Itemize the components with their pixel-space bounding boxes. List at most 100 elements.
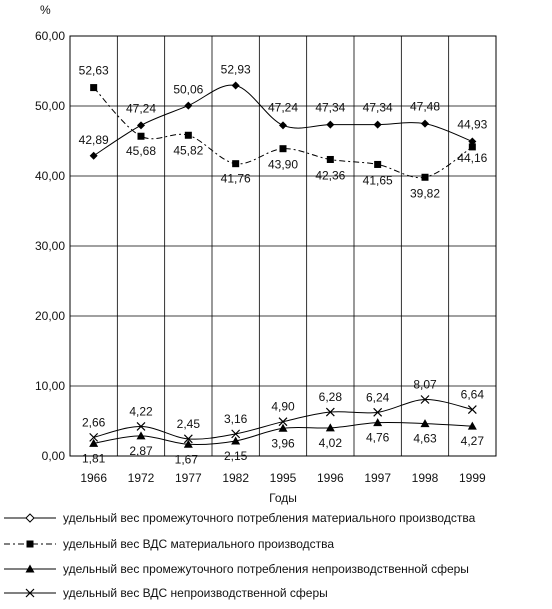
data-label: 41,76	[221, 172, 251, 186]
series-3-point	[278, 423, 288, 432]
series-1-point	[184, 101, 193, 110]
series-4-point	[373, 407, 383, 417]
x-tick-label: 1972	[128, 471, 155, 485]
data-label: 4,02	[319, 436, 343, 450]
series-3-point	[136, 431, 146, 440]
data-label: 47,24	[268, 100, 298, 114]
series-3-point	[420, 419, 430, 428]
legend-marker	[25, 513, 35, 523]
y-tick-label: 40,00	[35, 169, 65, 183]
series-4-point	[420, 395, 430, 404]
series-2-line	[93, 87, 473, 179]
series-3-point	[89, 438, 99, 447]
series-2-point	[232, 160, 240, 168]
data-label: 3,16	[224, 412, 248, 426]
data-label: 4,27	[461, 434, 485, 448]
data-label: 44,16	[457, 151, 487, 165]
y-tick-label: 10,00	[35, 379, 65, 393]
x-axis-ticks: 1966 1972 1977 1982 1995 1996 1997 1998 1999	[80, 471, 486, 485]
series-3-point	[325, 423, 335, 432]
data-label: 6,28	[319, 390, 343, 404]
series-2-point	[374, 160, 382, 168]
series-1-point	[137, 121, 145, 130]
data-label: 47,34	[363, 101, 393, 115]
series-1-point	[326, 120, 335, 129]
data-label: 47,48	[410, 100, 440, 114]
x-tick-label: 1999	[459, 471, 486, 485]
y-unit-label: %	[40, 3, 51, 17]
data-label: 44,93	[457, 117, 487, 131]
series-2-point	[421, 173, 429, 181]
series-3-point	[231, 436, 241, 445]
data-label: 4,22	[129, 404, 153, 418]
series-layer	[89, 81, 477, 448]
series-1-point	[231, 81, 240, 90]
series-4-point	[183, 434, 193, 444]
y-axis-ticks: 0,00 10,00 20,00 30,00 40,00 50,00 60,00	[35, 29, 65, 463]
legend-label: удельный вес промежуточного потребления …	[63, 511, 476, 525]
data-label: 1,81	[82, 451, 106, 465]
series-2-point	[90, 84, 98, 92]
data-label: 6,64	[461, 388, 485, 402]
y-tick-label: 50,00	[35, 99, 65, 113]
data-label: 4,63	[413, 432, 437, 446]
x-tick-label: 1998	[412, 471, 439, 485]
x-tick-label: 1966	[80, 471, 107, 485]
legend-label: удельный вес ВДС непроизводственной сфер…	[63, 586, 328, 600]
x-tick-label: 1997	[364, 471, 391, 485]
data-label: 47,24	[126, 101, 156, 115]
data-label: 4,76	[366, 431, 390, 445]
x-tick-label: 1982	[222, 471, 249, 485]
data-label: 2,45	[177, 417, 201, 431]
data-label: 1,67	[175, 452, 199, 466]
series-2	[90, 84, 476, 181]
data-label: 43,90	[268, 158, 298, 172]
y-tick-label: 60,00	[35, 29, 65, 43]
series-3-point	[183, 439, 193, 448]
data-label: 45,68	[126, 144, 156, 158]
legend-item-3: удельный вес промежуточного потребления …	[4, 562, 469, 576]
series-3-point	[467, 421, 477, 430]
data-label: 6,24	[366, 390, 390, 404]
data-label: 41,65	[363, 173, 393, 187]
series-4-point	[89, 432, 99, 442]
legend-marker	[26, 540, 34, 548]
series-2-point	[137, 132, 145, 140]
series-4	[89, 395, 477, 444]
x-tick-label: 1995	[270, 471, 297, 485]
legend: удельный вес промежуточного потребления …	[4, 511, 476, 600]
data-labels-layer: 42,89 47,24 50,06 52,93 47,24 47,34 47,34 47,48…	[79, 62, 488, 466]
series-2-point	[184, 131, 192, 139]
series-4-point	[136, 422, 146, 431]
data-label: 47,34	[315, 101, 345, 115]
data-label: 2,66	[82, 415, 106, 429]
legend-item-4: удельный вес ВДС непроизводственной сфер…	[4, 586, 328, 600]
series-4-point	[278, 417, 288, 427]
data-label: 2,15	[224, 449, 248, 463]
data-label: 2,87	[129, 444, 153, 458]
series-2-point	[326, 155, 334, 163]
legend-label: удельный вес ВДС материального производс…	[63, 537, 334, 551]
series-4-point	[325, 407, 335, 417]
series-1-point	[89, 151, 98, 160]
series-2-point	[279, 145, 287, 153]
series-3	[89, 418, 477, 448]
data-label: 45,82	[173, 143, 203, 157]
y-tick-label: 30,00	[35, 239, 65, 253]
x-tick-label: 1996	[317, 471, 344, 485]
data-label: 39,82	[410, 186, 440, 200]
series-4-point	[231, 429, 241, 439]
legend-label: удельный вес промежуточного потребления …	[63, 562, 469, 576]
y-tick-label: 0,00	[42, 449, 66, 463]
series-3-point	[373, 418, 383, 427]
x-axis-title: Годы	[269, 491, 297, 505]
data-label: 42,36	[315, 168, 345, 182]
x-tick-label: 1977	[175, 471, 202, 485]
series-4-point	[467, 405, 477, 414]
data-label: 42,89	[79, 133, 109, 147]
data-label: 3,96	[271, 436, 295, 450]
data-label: 4,90	[271, 400, 295, 414]
data-label: 52,93	[221, 62, 251, 76]
series-1-point	[421, 119, 429, 128]
